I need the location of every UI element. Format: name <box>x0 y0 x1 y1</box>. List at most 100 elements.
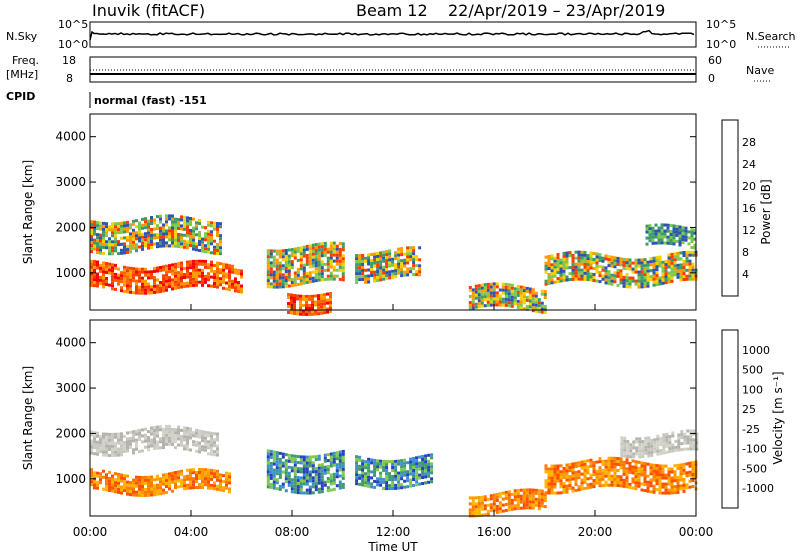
power-cell <box>311 246 315 250</box>
velocity-cell <box>695 444 699 448</box>
power-cell <box>123 280 126 284</box>
velocity-cell <box>153 493 156 497</box>
power-cell <box>201 243 204 247</box>
velocity-cell <box>547 482 551 486</box>
velocity-cell <box>531 506 535 510</box>
power-cell <box>293 250 297 254</box>
velocity-cell <box>522 500 526 504</box>
power-cell <box>317 248 321 252</box>
velocity-cell <box>355 455 359 459</box>
velocity-cell <box>610 483 614 487</box>
velocity-cell <box>216 432 219 436</box>
velocity-cell <box>120 473 123 477</box>
velocity-cell <box>126 474 129 478</box>
velocity-cell <box>613 465 617 469</box>
velocity-cell <box>676 484 680 488</box>
power-cell <box>688 259 692 263</box>
velocity-cell <box>204 439 207 443</box>
power-cell <box>391 263 395 267</box>
velocity-cell <box>302 464 306 468</box>
power-cell <box>314 252 318 256</box>
power-cell <box>403 258 407 262</box>
velocity-cell <box>183 487 186 491</box>
power-cell <box>126 272 129 276</box>
power-cell <box>180 242 183 246</box>
power-cell <box>412 261 416 265</box>
velocity-cell <box>320 490 324 494</box>
velocity-heatmap-marks <box>90 424 699 518</box>
power-cell <box>400 265 404 269</box>
power-cell <box>180 273 183 277</box>
velocity-cell <box>141 434 144 438</box>
power-cell <box>619 278 623 282</box>
power-cell <box>153 242 156 246</box>
velocity-cell <box>556 464 560 468</box>
velocity-cell <box>635 446 639 450</box>
power-cell <box>682 251 686 254</box>
power-cell <box>661 260 665 264</box>
power-cell <box>198 234 201 237</box>
velocity-cell <box>691 479 695 482</box>
power-cell <box>577 268 581 272</box>
power-cell <box>361 278 365 281</box>
power-cell <box>326 307 329 311</box>
velocity-cell <box>228 481 231 485</box>
velocity-cell <box>676 475 680 479</box>
velocity-cell <box>275 460 279 464</box>
power-cell <box>367 268 371 272</box>
velocity-cell <box>610 462 614 466</box>
velocity-cell <box>592 485 596 489</box>
power-cell <box>144 220 147 224</box>
power-cell <box>648 233 652 237</box>
power-cell <box>489 300 493 304</box>
power-cell <box>619 257 623 261</box>
power-cell <box>168 217 171 221</box>
velocity-cell <box>562 476 566 479</box>
power-cell <box>141 267 144 271</box>
power-cell <box>394 251 398 255</box>
power-cell <box>99 248 102 252</box>
power-cell <box>658 276 662 280</box>
power-cell <box>99 263 102 267</box>
power-cell <box>308 259 312 263</box>
velocity-cell <box>673 491 677 495</box>
velocity-cell <box>522 494 526 498</box>
velocity-cell <box>604 480 608 484</box>
power-cell <box>317 278 321 282</box>
velocity-cell <box>162 476 165 480</box>
power-cell <box>651 241 655 245</box>
power-cell <box>147 222 150 226</box>
power-cell <box>338 241 342 245</box>
power-cell <box>376 255 380 258</box>
velocity-cell <box>471 511 475 515</box>
velocity-cell <box>610 459 614 463</box>
power-cell <box>272 255 276 259</box>
velocity-cell <box>186 483 189 487</box>
power-cell <box>379 278 383 282</box>
velocity-cell <box>159 486 162 490</box>
velocity-cell <box>278 451 282 455</box>
power-cell <box>177 224 180 227</box>
power-cell <box>556 265 560 269</box>
velocity-cell <box>90 439 93 443</box>
power-cell <box>562 275 566 279</box>
velocity-cell <box>592 482 596 486</box>
velocity-cell <box>662 448 666 452</box>
power-cell <box>501 297 505 301</box>
power-cell <box>135 231 138 235</box>
power-cell <box>323 296 326 300</box>
power-cell <box>240 284 243 288</box>
power-cell <box>418 246 422 250</box>
power-cell <box>141 279 144 283</box>
power-cell <box>658 279 662 283</box>
power-cell <box>329 292 332 295</box>
velocity-cell <box>213 469 216 473</box>
velocity-cell <box>296 476 300 480</box>
power-cell <box>287 248 291 252</box>
velocity-cell <box>213 450 216 454</box>
velocity-cell <box>105 441 108 445</box>
velocity-cell <box>689 429 693 433</box>
power-cell <box>180 236 183 240</box>
power-cell <box>516 284 520 288</box>
power-cell <box>141 223 144 227</box>
